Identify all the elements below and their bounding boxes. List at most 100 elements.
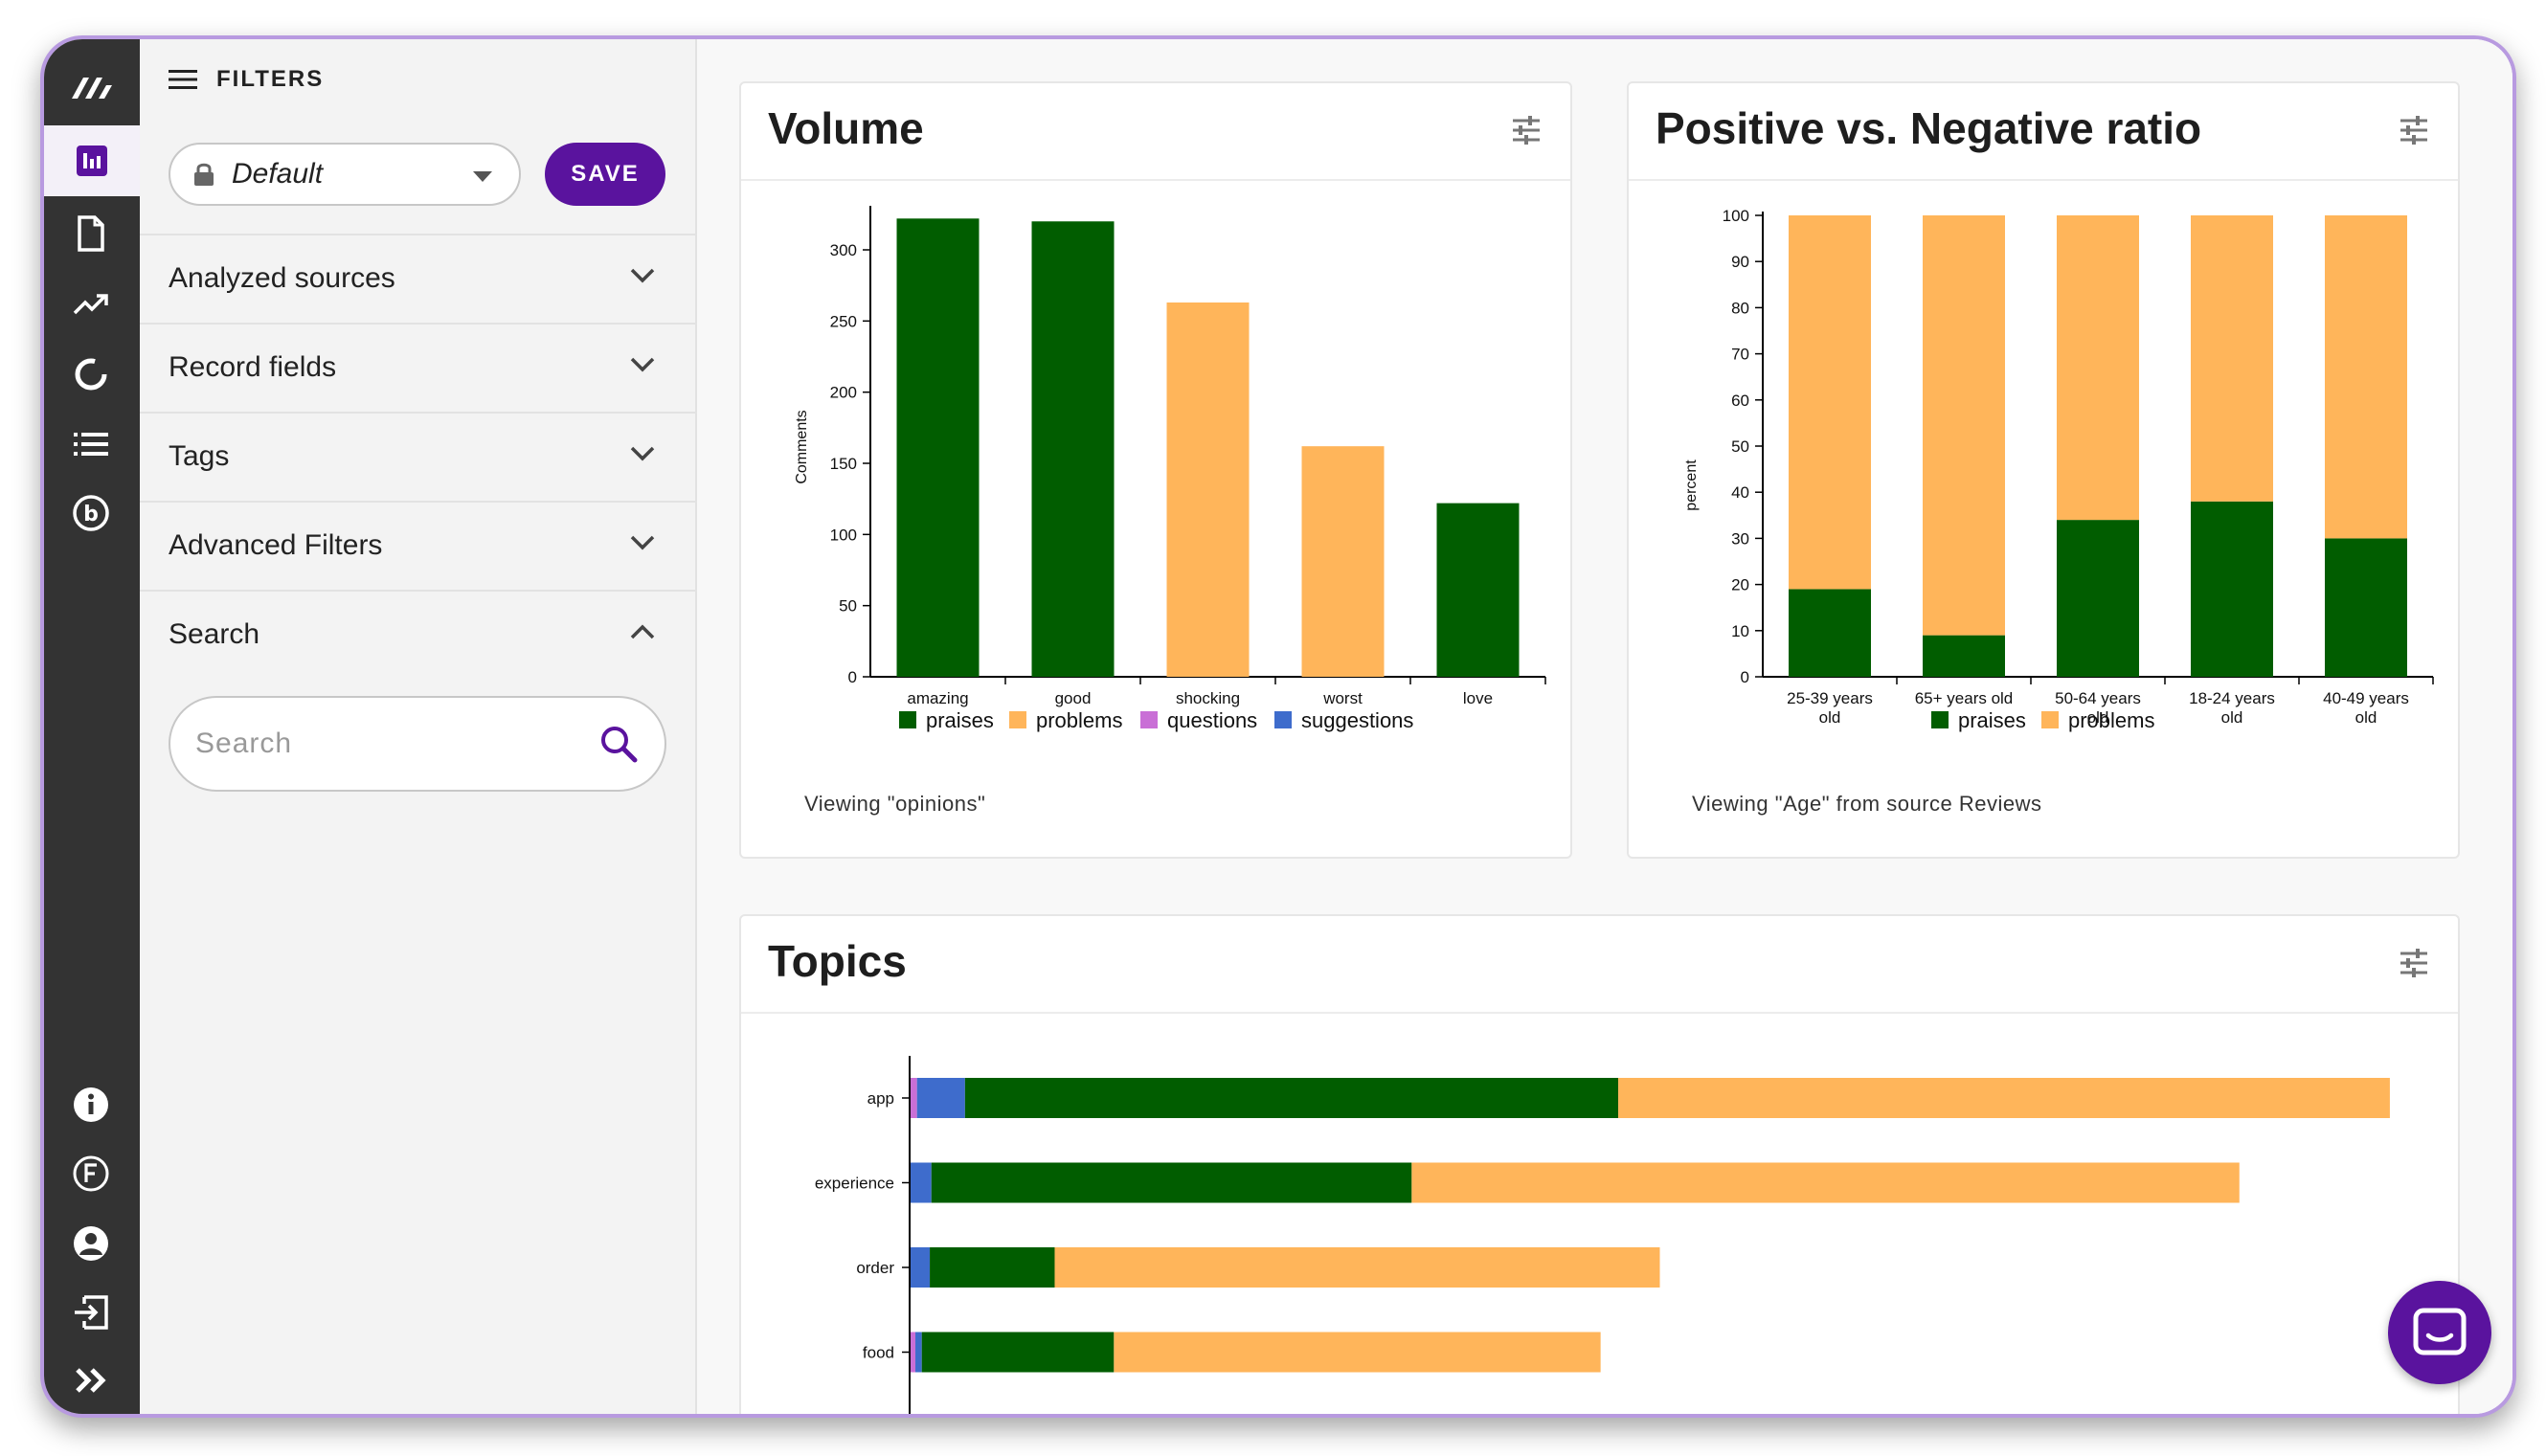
topics-card: Topics app experience order food	[739, 914, 2460, 1414]
bar-suggestions	[911, 1162, 932, 1203]
legend-swatch-praises	[1931, 711, 1949, 728]
chat-button[interactable]	[2388, 1281, 2491, 1384]
bar-praises	[1789, 589, 1871, 677]
x-tick-label: worst	[1322, 689, 1363, 707]
ratio-footnote: Viewing "Age" from source Reviews	[1692, 792, 2042, 816]
settings-tune-icon[interactable]	[2399, 949, 2429, 977]
help-f-icon[interactable]	[59, 1142, 123, 1205]
y-tick-label: app	[867, 1089, 894, 1108]
section-label: Search	[169, 618, 260, 650]
brand-b-icon[interactable]: b	[59, 482, 123, 545]
bar-problems	[1789, 215, 1871, 590]
bar-problems	[1411, 1162, 2240, 1203]
logout-icon[interactable]	[59, 1281, 123, 1344]
x-tick-label: 25-39 years	[1787, 689, 1873, 707]
ratio-title: Positive vs. Negative ratio	[1656, 103, 2202, 153]
filters-panel: FILTERS Default SAVE Analyzed sources Re…	[140, 39, 697, 1414]
x-tick-label: 50-64 years	[2055, 689, 2141, 707]
legend-swatch-problems	[1009, 711, 1026, 728]
bar-praises	[931, 1162, 1412, 1203]
list-icon[interactable]	[59, 413, 123, 476]
filters-header[interactable]: FILTERS	[169, 66, 324, 93]
x-tick-label: 65+ years old	[1915, 689, 2014, 707]
bar-chart-icon[interactable]	[44, 125, 140, 196]
card-divider	[741, 1012, 2458, 1014]
y-tick-label: 10	[1731, 622, 1749, 640]
chevron-up-icon[interactable]	[630, 624, 655, 639]
search-icon[interactable]	[599, 725, 638, 763]
legend-swatch-questions	[1140, 711, 1158, 728]
bar-problems	[1618, 1078, 2390, 1118]
bar-praises	[2191, 501, 2273, 677]
bar-suggestions	[916, 1078, 965, 1118]
x-tick-label: amazing	[907, 689, 968, 707]
account-icon[interactable]	[59, 1212, 123, 1275]
section-analyzed-sources[interactable]: Analyzed sources	[140, 234, 695, 322]
bar-questions	[911, 1078, 917, 1118]
save-button[interactable]: SAVE	[545, 143, 665, 206]
y-tick-label: 0	[848, 668, 857, 686]
y-axis-label: Comments	[794, 410, 810, 483]
y-tick-label: 30	[1731, 529, 1749, 548]
svg-text:b: b	[83, 503, 99, 526]
y-tick-label: 20	[1731, 576, 1749, 594]
menu-icon[interactable]	[169, 69, 197, 90]
bar-problems	[1054, 1247, 1660, 1288]
y-tick-label: 150	[830, 455, 857, 473]
section-record-fields[interactable]: Record fields	[140, 323, 695, 411]
caret-down-icon[interactable]	[473, 171, 492, 182]
filters-title: FILTERS	[216, 66, 325, 92]
y-tick-label: 250	[830, 312, 857, 330]
section-tags[interactable]: Tags	[140, 412, 695, 500]
x-tick-label: old	[2355, 708, 2377, 727]
legend-swatch-suggestions	[1274, 711, 1292, 728]
logo-icon[interactable]	[59, 56, 123, 120]
chevron-down-icon[interactable]	[630, 446, 655, 461]
preset-select[interactable]: Default	[169, 143, 521, 206]
y-tick-label: 300	[830, 241, 857, 259]
trending-icon[interactable]	[59, 273, 123, 336]
chevron-down-icon[interactable]	[630, 268, 655, 283]
bar-problems	[1166, 302, 1250, 677]
info-icon[interactable]	[59, 1073, 123, 1136]
bar-problems	[2325, 215, 2407, 539]
y-tick-label: order	[856, 1259, 894, 1277]
bar-problems	[2191, 215, 2273, 502]
x-tick-label: old	[1819, 708, 1841, 727]
chevron-down-icon[interactable]	[630, 535, 655, 550]
settings-tune-icon[interactable]	[1511, 116, 1542, 145]
x-tick-label: shocking	[1176, 689, 1240, 707]
legend-label: praises	[926, 708, 994, 732]
section-label: Record fields	[169, 351, 337, 383]
bar-problems	[1301, 446, 1385, 677]
ratio-chart: 0 10 20 30 40 50 60 70 80 90 100 percent 25-39 years…	[1683, 207, 2434, 732]
chevron-down-icon[interactable]	[630, 357, 655, 372]
legend-label: suggestions	[1301, 708, 1413, 732]
legend-label: problems	[1036, 708, 1122, 732]
app-window: b FILTERS Default SAVE Analyze	[40, 35, 2516, 1418]
bar-suggestions	[911, 1247, 931, 1288]
section-label: Tags	[169, 440, 230, 472]
y-tick-label: experience	[815, 1175, 894, 1193]
preset-value: Default	[232, 158, 324, 190]
chat-icon	[2413, 1308, 2467, 1355]
settings-tune-icon[interactable]	[2399, 116, 2429, 145]
bar-questions	[911, 1332, 916, 1373]
bar-praises	[921, 1332, 1115, 1373]
document-icon[interactable]	[59, 202, 123, 265]
bar-praises	[1436, 503, 1520, 677]
bar-praises	[964, 1078, 1619, 1118]
expand-icon[interactable]	[59, 1349, 123, 1412]
y-tick-label: 50	[839, 597, 857, 616]
search-input[interactable]	[193, 727, 561, 761]
section-label: Advanced Filters	[169, 529, 383, 561]
x-tick-label: old	[2087, 708, 2109, 727]
y-tick-label: 0	[1741, 668, 1749, 686]
ratio-card: Positive vs. Negative ratio 0 10 20 30 40 50 6…	[1627, 81, 2460, 859]
section-search[interactable]: Search	[140, 590, 695, 678]
search-field[interactable]	[169, 696, 666, 792]
section-advanced-filters[interactable]: Advanced Filters	[140, 501, 695, 589]
donut-icon[interactable]	[59, 343, 123, 406]
bar-praises	[2057, 520, 2139, 677]
volume-chart: 0 50 100 150 200 250 300 Comments amazing good sho…	[794, 206, 1546, 732]
